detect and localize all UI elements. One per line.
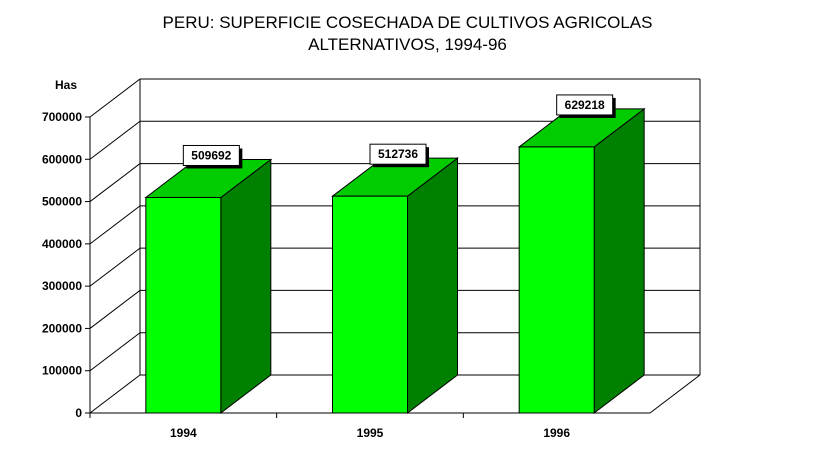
y-tick-label: 300000 — [42, 279, 82, 293]
chart-title: PERU: SUPERFICIE COSECHADA DE CULTIVOS A… — [0, 12, 815, 56]
data-label-1996: 629218 — [565, 98, 605, 112]
y-tick-label: 700000 — [42, 110, 82, 124]
gridline-side — [89, 205, 141, 245]
x-tick-label: 1994 — [170, 426, 197, 440]
y-tick-label: 200000 — [42, 321, 82, 335]
bar-side-1996 — [593, 107, 645, 415]
x-tick-label: 1995 — [357, 426, 384, 440]
gridline-side — [89, 78, 141, 118]
bar-side-1994 — [220, 158, 272, 415]
gridline-side — [89, 332, 141, 372]
gridline-side — [89, 163, 141, 202]
gridline-side — [89, 374, 141, 414]
bar-side-1995 — [407, 157, 458, 415]
chart-title-line-2: ALTERNATIVOS, 1994-96 — [308, 35, 507, 54]
y-axis-label: Has — [55, 78, 77, 92]
gridline-side — [89, 290, 141, 329]
chart-bars — [144, 107, 646, 415]
x-tick-label: 1996 — [543, 426, 570, 440]
data-label-1995: 512736 — [378, 147, 418, 161]
data-label-1994: 509692 — [191, 148, 231, 162]
y-tick-label: 0 — [75, 406, 82, 420]
bar-1994 — [145, 196, 222, 414]
gridline-side — [89, 120, 141, 160]
floor-right-edge — [649, 374, 701, 414]
data-label-box — [182, 144, 240, 166]
data-label-box — [369, 143, 427, 165]
y-tick-label: 100000 — [42, 364, 82, 378]
y-tick-label: 600000 — [42, 152, 82, 166]
gridline-side — [89, 247, 141, 287]
bar-1996 — [518, 146, 595, 414]
chart-labels: 0 100000 200000 300000 400000 500000 600000 700… — [42, 78, 616, 440]
y-tick-label: 500000 — [42, 195, 82, 209]
chart-title-line-1: PERU: SUPERFICIE COSECHADA DE CULTIVOS A… — [162, 13, 653, 32]
data-label-box — [556, 94, 614, 116]
bar-1995 — [332, 195, 408, 414]
y-tick-label: 400000 — [42, 237, 82, 251]
